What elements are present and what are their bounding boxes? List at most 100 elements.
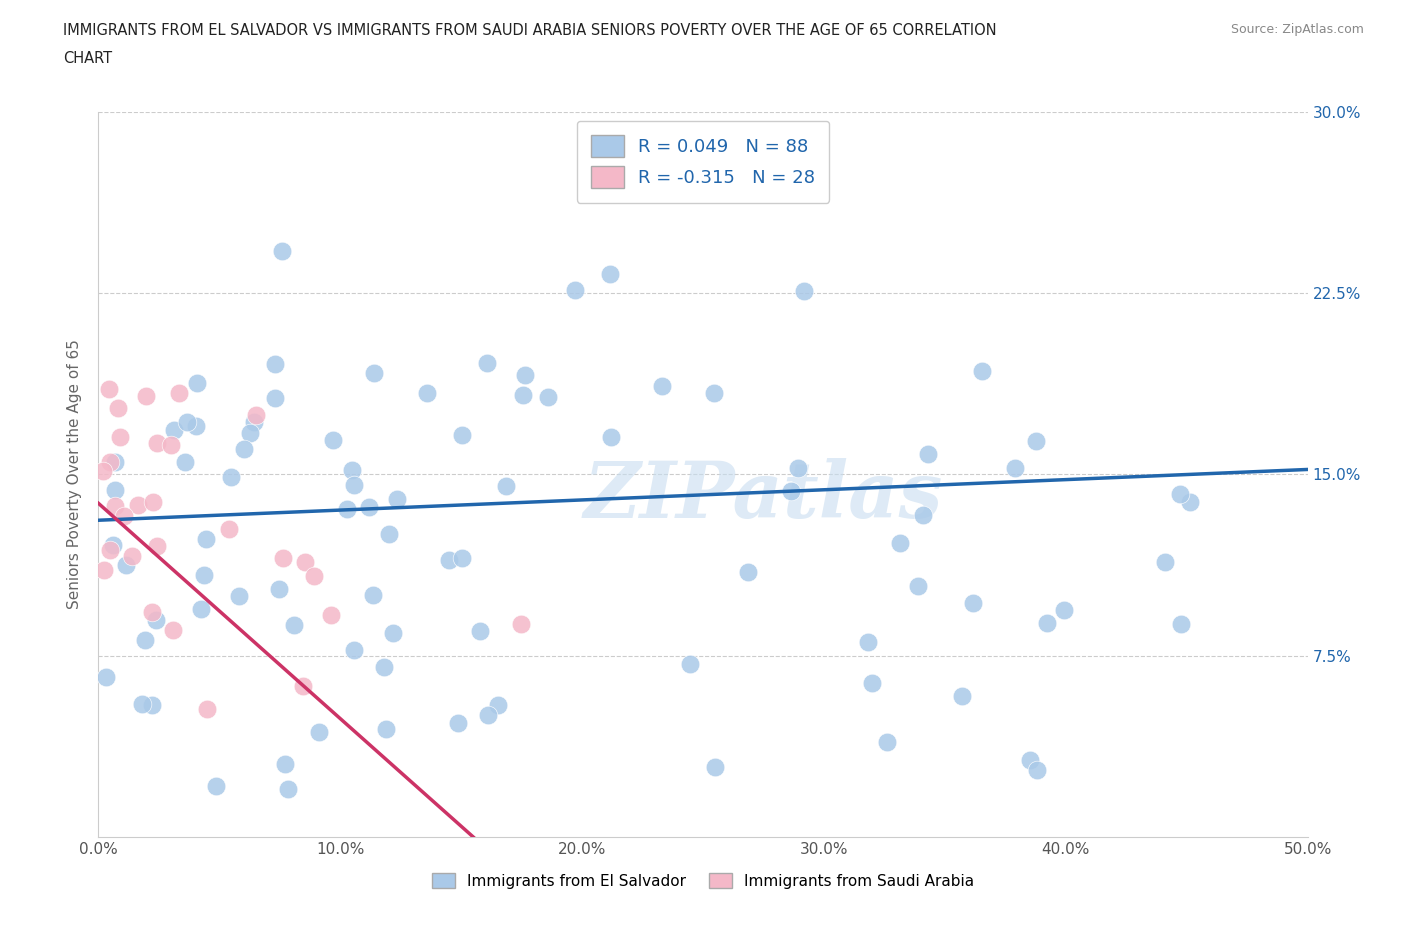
Point — [513, 367, 536, 382]
Point — [243, 415, 266, 430]
Point — [294, 554, 316, 569]
Point — [322, 433, 344, 448]
Legend: Immigrants from El Salvador, Immigrants from Saudi Arabia: Immigrants from El Salvador, Immigrants … — [426, 867, 980, 895]
Point — [283, 618, 305, 632]
Point — [359, 499, 381, 514]
Point — [703, 386, 725, 401]
Point — [703, 759, 725, 774]
Point — [239, 426, 262, 441]
Point — [917, 446, 939, 461]
Point — [176, 415, 198, 430]
Point — [107, 401, 129, 416]
Point — [1036, 616, 1059, 631]
Point — [218, 522, 240, 537]
Point — [1053, 603, 1076, 618]
Point — [127, 498, 149, 512]
Point — [93, 563, 115, 578]
Point — [599, 267, 621, 282]
Point — [786, 460, 808, 475]
Point — [374, 722, 396, 737]
Point — [277, 781, 299, 796]
Point — [856, 634, 879, 649]
Point — [141, 698, 163, 712]
Point — [537, 390, 560, 405]
Point — [146, 435, 169, 450]
Y-axis label: Seniors Poverty Over the Age of 65: Seniors Poverty Over the Age of 65 — [67, 339, 83, 609]
Point — [962, 595, 984, 610]
Point — [194, 531, 217, 546]
Point — [387, 491, 409, 506]
Text: CHART: CHART — [63, 51, 112, 66]
Point — [486, 698, 509, 712]
Point — [876, 735, 898, 750]
Point — [204, 778, 226, 793]
Point — [94, 670, 117, 684]
Point — [186, 376, 208, 391]
Point — [271, 244, 294, 259]
Point — [112, 509, 135, 524]
Point — [336, 502, 359, 517]
Point — [451, 428, 474, 443]
Point — [447, 715, 470, 730]
Point — [319, 607, 342, 622]
Text: IMMIGRANTS FROM EL SALVADOR VS IMMIGRANTS FROM SAUDI ARABIA SENIORS POVERTY OVER: IMMIGRANTS FROM EL SALVADOR VS IMMIGRANT… — [63, 23, 997, 38]
Point — [889, 536, 911, 551]
Point — [245, 407, 267, 422]
Point — [793, 284, 815, 299]
Point — [970, 364, 993, 379]
Text: Source: ZipAtlas.com: Source: ZipAtlas.com — [1230, 23, 1364, 36]
Point — [97, 381, 120, 396]
Point — [950, 688, 973, 703]
Point — [378, 527, 401, 542]
Point — [108, 429, 131, 444]
Point — [267, 582, 290, 597]
Text: ZIPatlas: ZIPatlas — [583, 458, 943, 535]
Point — [173, 455, 195, 470]
Point — [292, 679, 315, 694]
Point — [475, 355, 498, 370]
Point — [1004, 460, 1026, 475]
Point — [162, 422, 184, 437]
Point — [1153, 555, 1175, 570]
Point — [98, 543, 121, 558]
Point — [737, 565, 759, 579]
Point — [167, 386, 190, 401]
Point — [510, 617, 533, 631]
Point — [1018, 752, 1040, 767]
Point — [340, 462, 363, 477]
Point — [186, 418, 208, 433]
Point — [361, 588, 384, 603]
Point — [1168, 487, 1191, 502]
Point — [1025, 763, 1047, 777]
Point — [302, 568, 325, 583]
Point — [145, 538, 167, 553]
Point — [115, 558, 138, 573]
Point — [93, 463, 115, 478]
Point — [190, 602, 212, 617]
Point — [162, 622, 184, 637]
Point — [100, 455, 122, 470]
Point — [343, 477, 366, 492]
Point — [363, 365, 385, 380]
Point — [104, 483, 127, 498]
Point — [228, 588, 250, 603]
Point — [343, 643, 366, 658]
Point — [308, 724, 330, 739]
Point — [470, 624, 492, 639]
Point — [131, 697, 153, 711]
Point — [1178, 495, 1201, 510]
Point — [263, 356, 285, 371]
Point — [477, 708, 499, 723]
Point — [142, 495, 165, 510]
Point — [134, 632, 156, 647]
Point — [1025, 434, 1047, 449]
Point — [564, 282, 586, 297]
Point — [195, 701, 218, 716]
Point — [373, 659, 395, 674]
Point — [271, 551, 294, 565]
Point — [274, 757, 297, 772]
Point — [860, 676, 883, 691]
Point — [263, 391, 285, 405]
Point — [651, 379, 673, 393]
Point — [104, 498, 127, 513]
